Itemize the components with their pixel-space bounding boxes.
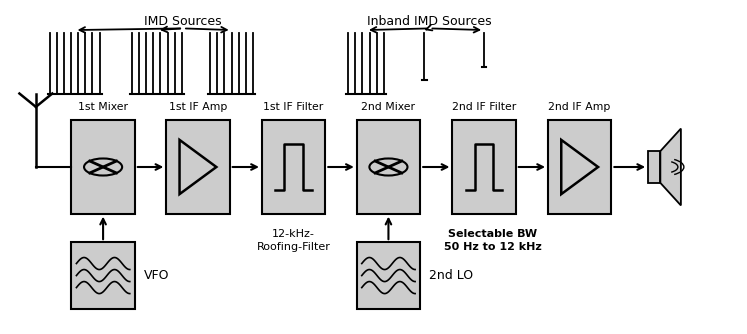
- Text: 1st IF Filter: 1st IF Filter: [264, 102, 323, 112]
- Bar: [71, 242, 134, 309]
- Bar: [648, 151, 660, 183]
- Text: Inband IMD Sources: Inband IMD Sources: [368, 15, 492, 28]
- Text: 2nd Mixer: 2nd Mixer: [362, 102, 415, 112]
- Text: 2nd IF Amp: 2nd IF Amp: [548, 102, 611, 112]
- Text: Selectable BW
50 Hz to 12 kHz: Selectable BW 50 Hz to 12 kHz: [444, 229, 542, 252]
- Bar: [357, 120, 420, 214]
- Text: 12-kHz-
Roofing-Filter: 12-kHz- Roofing-Filter: [257, 229, 330, 252]
- Bar: [453, 120, 515, 214]
- Bar: [548, 120, 612, 214]
- Bar: [71, 120, 134, 214]
- Text: VFO: VFO: [143, 269, 170, 282]
- Polygon shape: [179, 140, 217, 194]
- Text: IMD Sources: IMD Sources: [144, 15, 222, 28]
- Bar: [262, 120, 326, 214]
- Polygon shape: [561, 140, 598, 194]
- Text: 2nd LO: 2nd LO: [429, 269, 474, 282]
- Polygon shape: [660, 129, 681, 205]
- Bar: [166, 120, 230, 214]
- Text: 1st IF Amp: 1st IF Amp: [169, 102, 227, 112]
- Bar: [357, 242, 420, 309]
- Text: 1st Mixer: 1st Mixer: [78, 102, 128, 112]
- Text: 2nd IF Filter: 2nd IF Filter: [452, 102, 516, 112]
